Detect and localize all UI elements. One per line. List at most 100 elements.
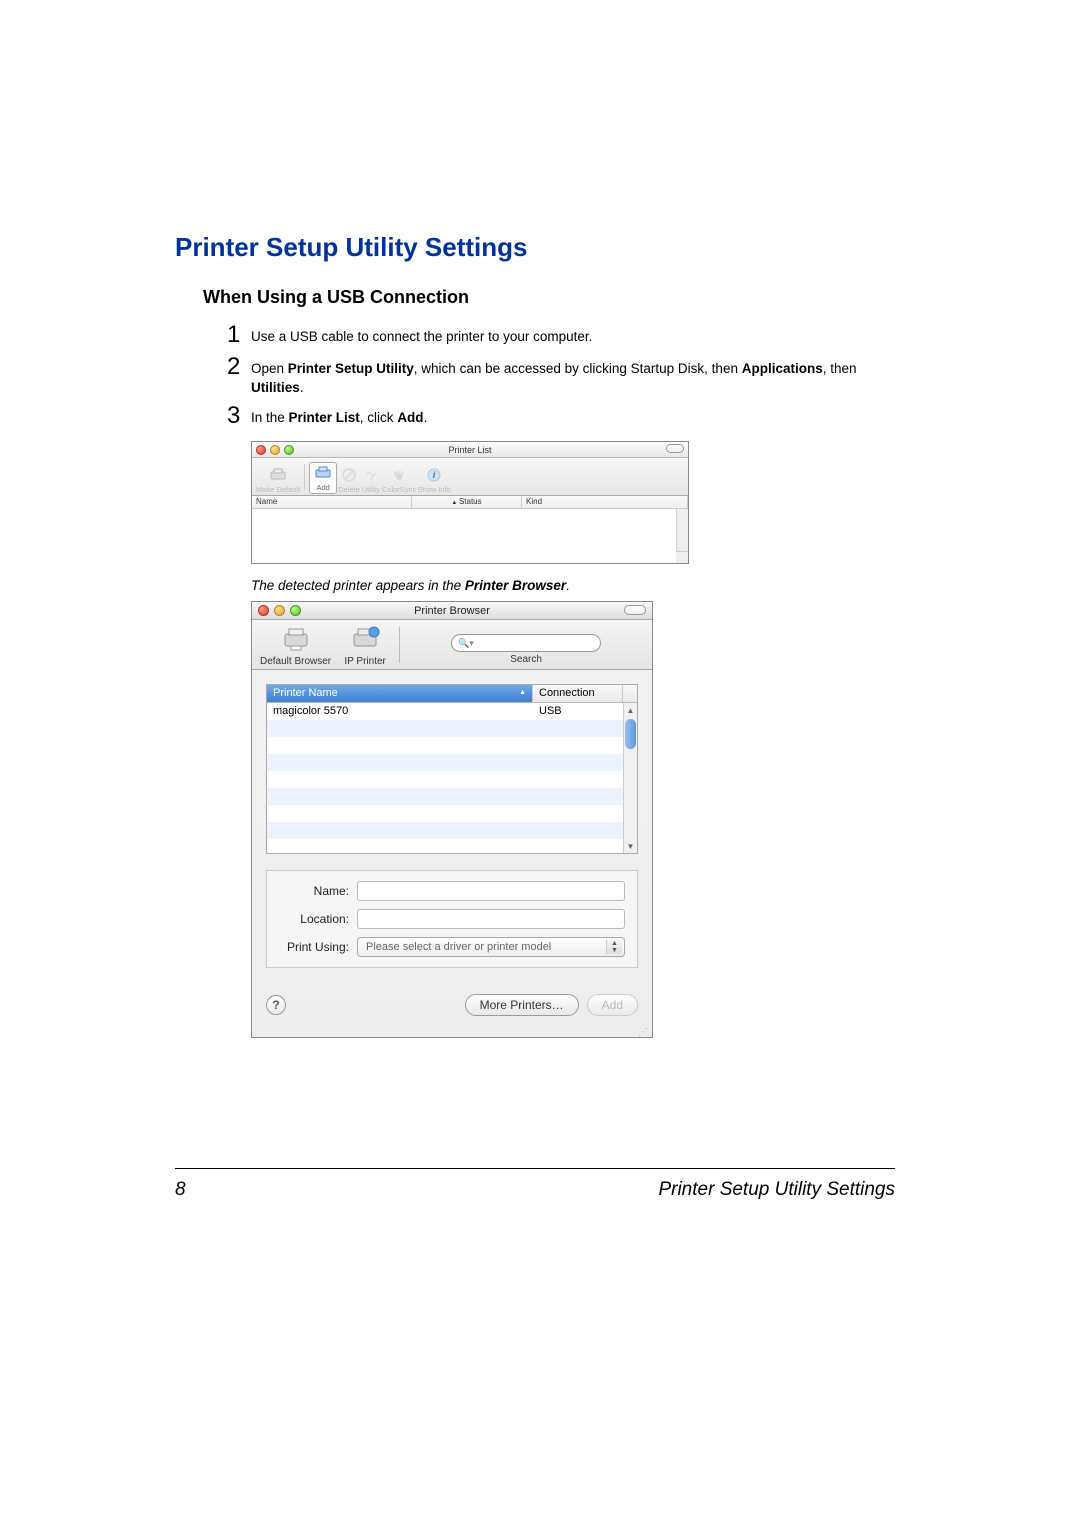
steps-list: 1 Use a USB cable to connect the printer…: [227, 322, 895, 429]
step-text: In the Printer List, click Add.: [251, 403, 427, 427]
location-label: Location:: [279, 912, 357, 926]
more-printers-button[interactable]: More Printers…: [465, 994, 579, 1016]
table-row: [267, 754, 637, 771]
printer-browser-window: Printer Browser Default Browser IP Print…: [251, 601, 653, 1038]
toolbar-toggle-icon[interactable]: [666, 444, 684, 453]
colorsync-button[interactable]: ColorSync: [382, 466, 417, 494]
step-num: 1: [227, 322, 251, 348]
t: Printer Browser: [465, 578, 566, 593]
t: Add: [397, 410, 423, 425]
step-3: 3 In the Printer List, click Add.: [227, 403, 895, 429]
table-row: [267, 737, 637, 754]
window-title: Printer List: [252, 445, 688, 455]
t: Printer Setup Utility: [288, 361, 414, 376]
table-body: magicolor 5570 USB ▲ ▼: [267, 703, 637, 853]
search-input[interactable]: 🔍▾: [451, 634, 601, 652]
default-browser-button[interactable]: Default Browser: [260, 624, 331, 667]
dialog-footer: ? More Printers… Add: [252, 982, 652, 1030]
name-label: Name:: [279, 884, 357, 898]
step-num: 3: [227, 403, 251, 429]
col-kind[interactable]: Kind: [522, 496, 688, 508]
print-using-select[interactable]: Please select a driver or printer model …: [357, 937, 625, 957]
label: ColorSync: [382, 485, 417, 494]
page-footer: 8 Printer Setup Utility Settings: [175, 1168, 895, 1201]
scroll-up-icon[interactable]: ▲: [624, 703, 637, 717]
make-default-button[interactable]: Make Default: [256, 466, 300, 494]
col-status[interactable]: ▲ Status: [412, 496, 522, 508]
table-headers: Name ▲ Status Kind: [252, 496, 688, 509]
name-field[interactable]: [357, 881, 625, 901]
t: , which can be accessed by clicking Star…: [414, 361, 742, 376]
table-row: [267, 788, 637, 805]
delete-icon: [339, 466, 359, 484]
col-name[interactable]: Name: [252, 496, 412, 508]
table-row: [267, 771, 637, 788]
label: Search: [408, 654, 644, 665]
ip-printer-button[interactable]: IP Printer: [343, 624, 387, 667]
scroll-down-icon[interactable]: ▼: [624, 839, 637, 853]
t: .: [300, 380, 304, 395]
window-title: Printer Browser: [252, 605, 652, 617]
table-header-row: Printer Name Connection: [267, 685, 637, 703]
printer-list-window: Printer List Make Default Add Delete Uti…: [251, 441, 689, 564]
caption: The detected printer appears in the Prin…: [251, 578, 895, 593]
select-value: Please select a driver or printer model: [366, 941, 551, 953]
col-scroll: [623, 685, 637, 702]
table-row: [267, 822, 637, 839]
scrollbar[interactable]: ▲ ▼: [623, 703, 637, 853]
label: Show Info: [417, 485, 450, 494]
t: .: [566, 578, 570, 593]
label: Delete: [338, 485, 360, 494]
printer-form: Name: Location: Print Using: Please sele…: [266, 870, 638, 968]
show-info-button[interactable]: i Show Info: [417, 466, 450, 494]
location-field[interactable]: [357, 909, 625, 929]
scroll-thumb[interactable]: [625, 719, 636, 749]
add-button[interactable]: Add: [309, 462, 337, 494]
separator: [399, 627, 400, 663]
info-icon: i: [424, 466, 444, 484]
printer-icon: [268, 466, 288, 484]
utility-button[interactable]: Utility: [361, 466, 381, 494]
toolbar-toggle-icon[interactable]: [624, 605, 646, 615]
form-row-print-using: Print Using: Please select a driver or p…: [279, 937, 625, 957]
t: Applications: [742, 361, 823, 376]
window-titlebar: Printer Browser: [252, 602, 652, 620]
print-using-label: Print Using:: [279, 940, 357, 954]
table-body: [252, 509, 688, 563]
form-row-location: Location:: [279, 909, 625, 929]
toolbar: Default Browser IP Printer 🔍▾ Search: [252, 620, 652, 670]
toolbar: Make Default Add Delete Utility ColorSyn…: [252, 458, 688, 496]
add-button[interactable]: Add: [587, 994, 638, 1016]
t: , then: [823, 361, 857, 376]
t: Open: [251, 361, 288, 376]
form-row-name: Name:: [279, 881, 625, 901]
resize-corner[interactable]: [676, 551, 688, 563]
col-connection[interactable]: Connection: [533, 685, 623, 702]
table-row[interactable]: magicolor 5570 USB: [267, 703, 637, 720]
chevron-updown-icon: ▲▼: [606, 940, 622, 954]
sub-title: When Using a USB Connection: [203, 287, 895, 308]
separator: [304, 464, 305, 490]
label: IP Printer: [343, 656, 387, 667]
main-title: Printer Setup Utility Settings: [175, 232, 895, 263]
resize-corner[interactable]: ⋰: [252, 1030, 652, 1037]
t: , click: [360, 410, 398, 425]
printer-table: Printer Name Connection magicolor 5570 U…: [266, 684, 638, 854]
t: Utilities: [251, 380, 300, 395]
label: Status: [459, 497, 482, 506]
col-printer-name[interactable]: Printer Name: [267, 685, 533, 702]
label: Make Default: [256, 485, 300, 494]
step-num: 2: [227, 354, 251, 380]
t: The detected printer appears in the: [251, 578, 465, 593]
step-2: 2 Open Printer Setup Utility, which can …: [227, 354, 895, 396]
cell-conn: USB: [533, 703, 623, 720]
label: Add: [313, 483, 333, 492]
step-text: Open Printer Setup Utility, which can be…: [251, 354, 895, 396]
search-icon: 🔍▾: [458, 638, 474, 649]
step-text: Use a USB cable to connect the printer t…: [251, 322, 592, 346]
search-wrap: 🔍▾ Search: [408, 634, 644, 667]
delete-button[interactable]: Delete: [338, 466, 360, 494]
footer-title: Printer Setup Utility Settings: [215, 1179, 895, 1201]
help-button[interactable]: ?: [266, 995, 286, 1015]
table-row: [267, 720, 637, 737]
